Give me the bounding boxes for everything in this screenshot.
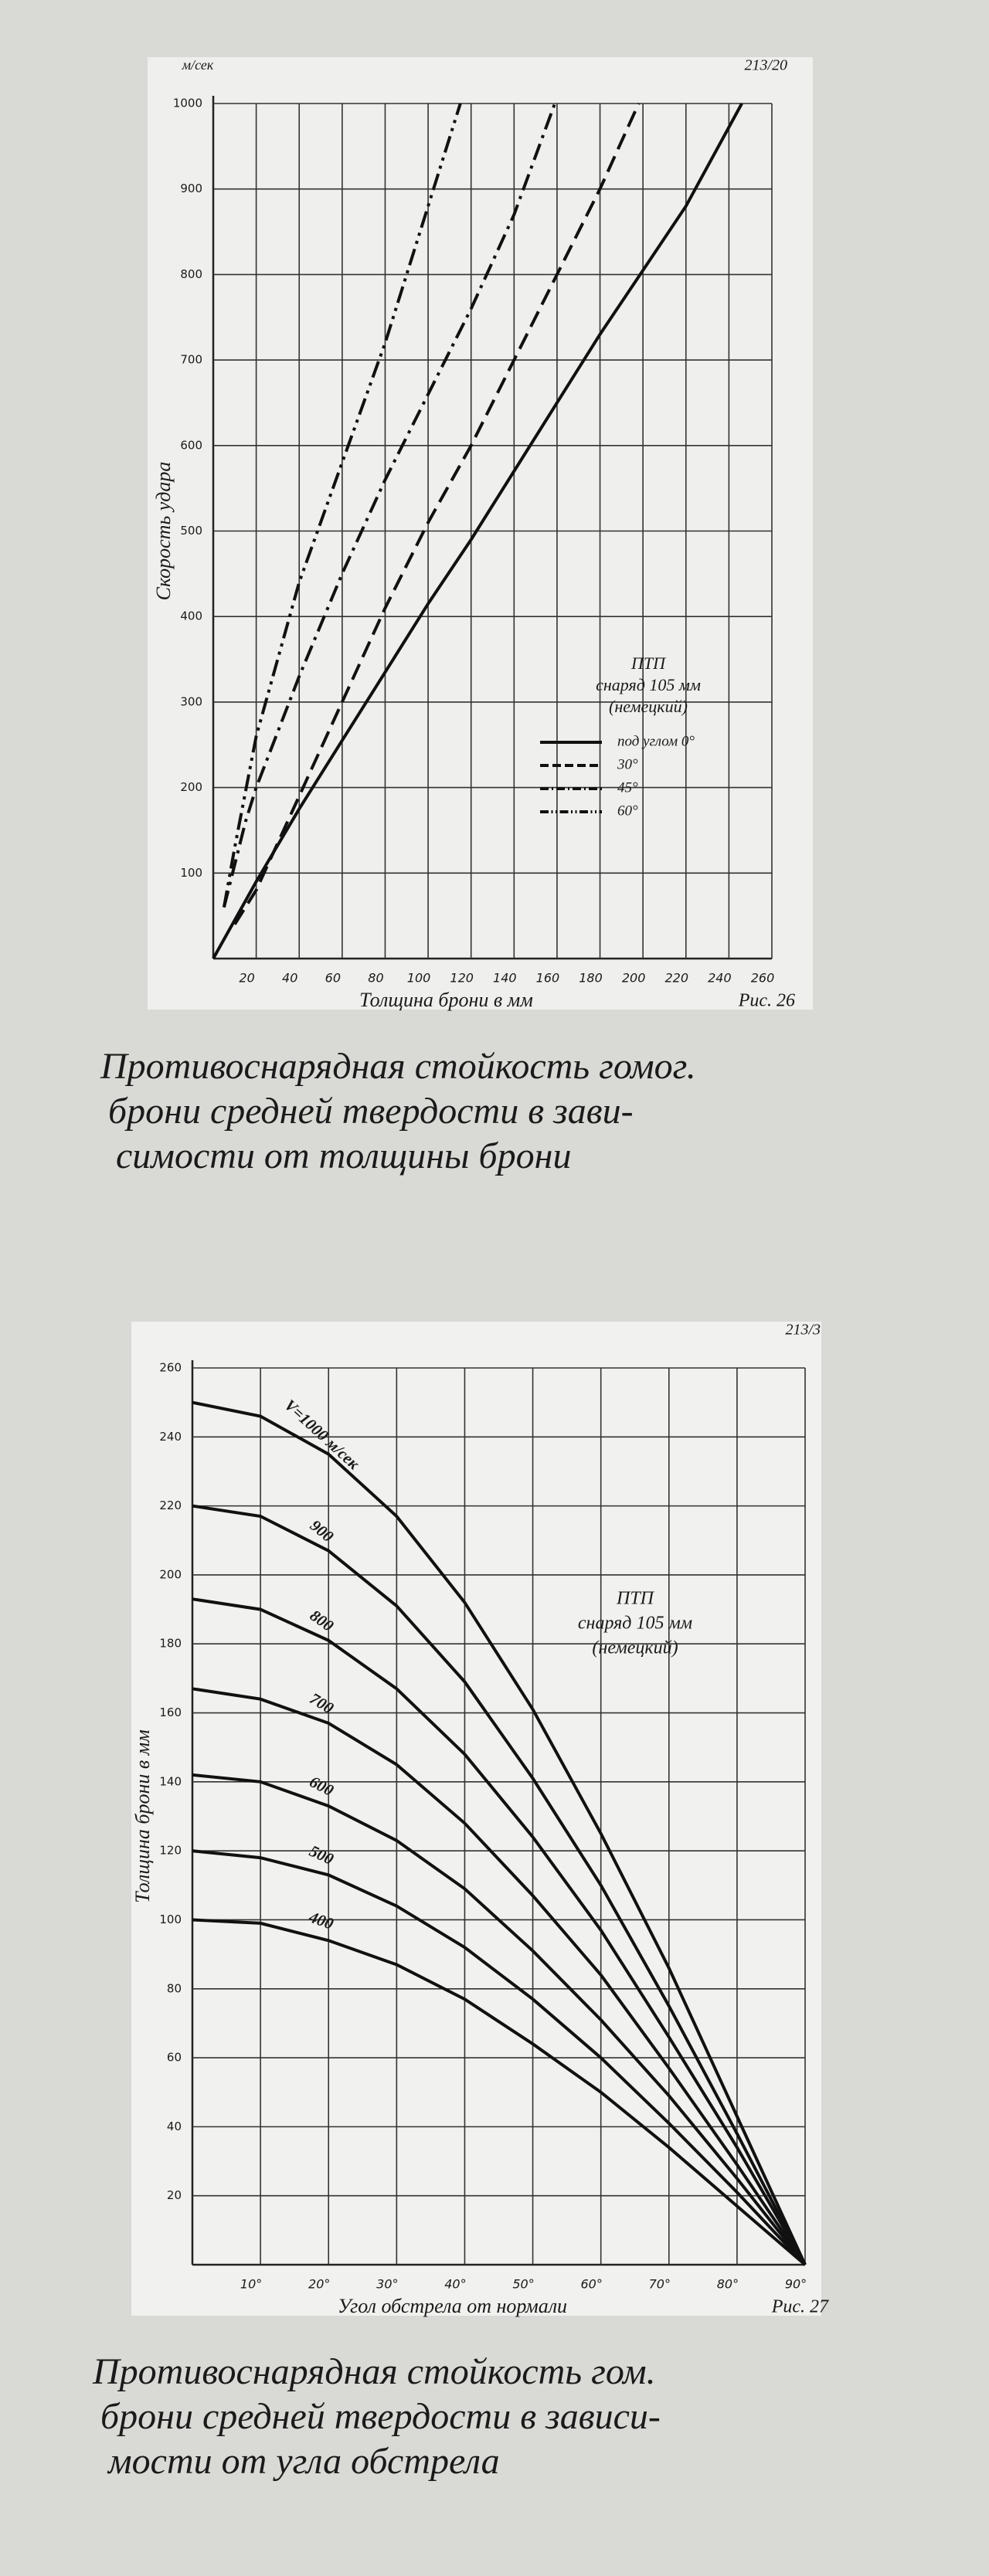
figure-id: 213/3 <box>785 1322 821 1339</box>
legend-label: 45° <box>617 779 638 796</box>
x-tick-label: 100 <box>407 971 431 986</box>
series-line <box>192 1918 807 2266</box>
y-tick-label: 500 <box>180 524 202 538</box>
y-tick-label: 200 <box>159 1567 182 1581</box>
x-tick-label: 20 <box>239 971 254 986</box>
y-tick-label: 400 <box>180 609 202 623</box>
y-tick-label: 900 <box>180 182 202 195</box>
y-tick-label: 80 <box>167 1981 182 1995</box>
y-tick-label: 160 <box>159 1705 182 1719</box>
x-tick-label: 140 <box>493 971 517 986</box>
x-tick-label: 40° <box>444 2277 466 2292</box>
x-tick-label: 80° <box>717 2277 739 2292</box>
y-tick-label: 700 <box>180 353 202 367</box>
y-tick-label: 220 <box>159 1498 182 1512</box>
x-tick-label: 260 <box>751 971 775 986</box>
x-axis-label: Угол обстрела от нормали <box>338 2295 567 2317</box>
caption-line: мости от угла обстрела <box>107 2441 500 2482</box>
x-tick-label: 40 <box>282 971 297 986</box>
legend-title: снаряд 105 мм <box>596 675 701 694</box>
photo-1 <box>148 57 813 1010</box>
y-tick-label: 240 <box>159 1430 182 1444</box>
series-line <box>192 1597 807 2266</box>
x-tick-label: 60° <box>580 2277 602 2292</box>
series-line <box>192 1400 807 2265</box>
x-axis-label: Толщина брони в мм <box>359 989 533 1011</box>
x-tick-label: 90° <box>785 2277 807 2292</box>
x-tick-label: 20° <box>308 2277 330 2292</box>
annotation: (немецкий) <box>592 1638 678 1658</box>
x-tick-label: 200 <box>622 971 646 986</box>
y-unit: м/сек <box>182 57 214 73</box>
y-axis-label: Толщина брони в мм <box>131 1729 154 1903</box>
x-tick-label: 180 <box>579 971 603 986</box>
caption-line: брони средней твердости в зави- <box>108 1091 634 1132</box>
series-line <box>192 1687 807 2266</box>
series-line <box>222 103 462 908</box>
y-tick-label: 20 <box>167 2188 182 2202</box>
y-tick-label: 40 <box>167 2120 182 2133</box>
y-tick-label: 260 <box>159 1361 182 1375</box>
caption-line: брони средней твердости в зависи- <box>100 2396 661 2437</box>
series-line <box>192 1504 807 2265</box>
caption-line: Противоснарядная стойкость гомог. <box>100 1046 696 1087</box>
y-tick-label: 200 <box>180 780 202 794</box>
series-line <box>212 103 743 959</box>
series-line <box>233 103 641 925</box>
y-tick-label: 100 <box>180 866 202 880</box>
figure-number: Рис. 27 <box>771 2297 829 2317</box>
figure-number: Рис. 26 <box>738 991 795 1011</box>
y-tick-label: 1000 <box>173 97 202 110</box>
series-line <box>222 103 556 908</box>
x-tick-label: 50° <box>512 2277 534 2292</box>
caption-line: Противоснарядная стойкость гом. <box>92 2351 656 2392</box>
y-tick-label: 180 <box>159 1637 182 1651</box>
y-tick-label: 120 <box>159 1844 182 1858</box>
series-line <box>192 1849 807 2266</box>
y-tick-label: 300 <box>180 694 202 708</box>
x-tick-label: 160 <box>536 971 560 986</box>
y-tick-label: 100 <box>159 1912 182 1926</box>
series-line <box>192 1773 807 2266</box>
x-tick-label: 220 <box>664 971 688 986</box>
x-tick-label: 10° <box>240 2277 262 2292</box>
annotation: снаряд 105 мм <box>578 1614 692 1634</box>
x-tick-label: 70° <box>649 2277 671 2292</box>
legend-label: 60° <box>617 803 638 819</box>
annotation: ПТП <box>616 1589 655 1609</box>
y-tick-label: 800 <box>180 267 202 281</box>
caption-line: симости от толщины брони <box>116 1135 571 1176</box>
x-tick-label: 240 <box>708 971 732 986</box>
x-tick-label: 80 <box>368 971 383 986</box>
y-tick-label: 600 <box>180 438 202 452</box>
y-axis-label: Скорость удара <box>152 462 175 601</box>
y-tick-label: 140 <box>159 1774 182 1788</box>
photo-2 <box>131 1322 821 2316</box>
y-tick-label: 60 <box>167 2051 182 2065</box>
x-tick-label: 60 <box>325 971 341 986</box>
legend-title: ПТП <box>630 653 666 673</box>
legend-label: 30° <box>617 756 638 772</box>
legend-label: под углом 0° <box>617 733 695 749</box>
legend-title: (немецкий) <box>609 697 688 716</box>
x-tick-label: 30° <box>376 2277 398 2292</box>
x-tick-label: 120 <box>450 971 474 986</box>
figure-id: 213/20 <box>744 57 787 74</box>
